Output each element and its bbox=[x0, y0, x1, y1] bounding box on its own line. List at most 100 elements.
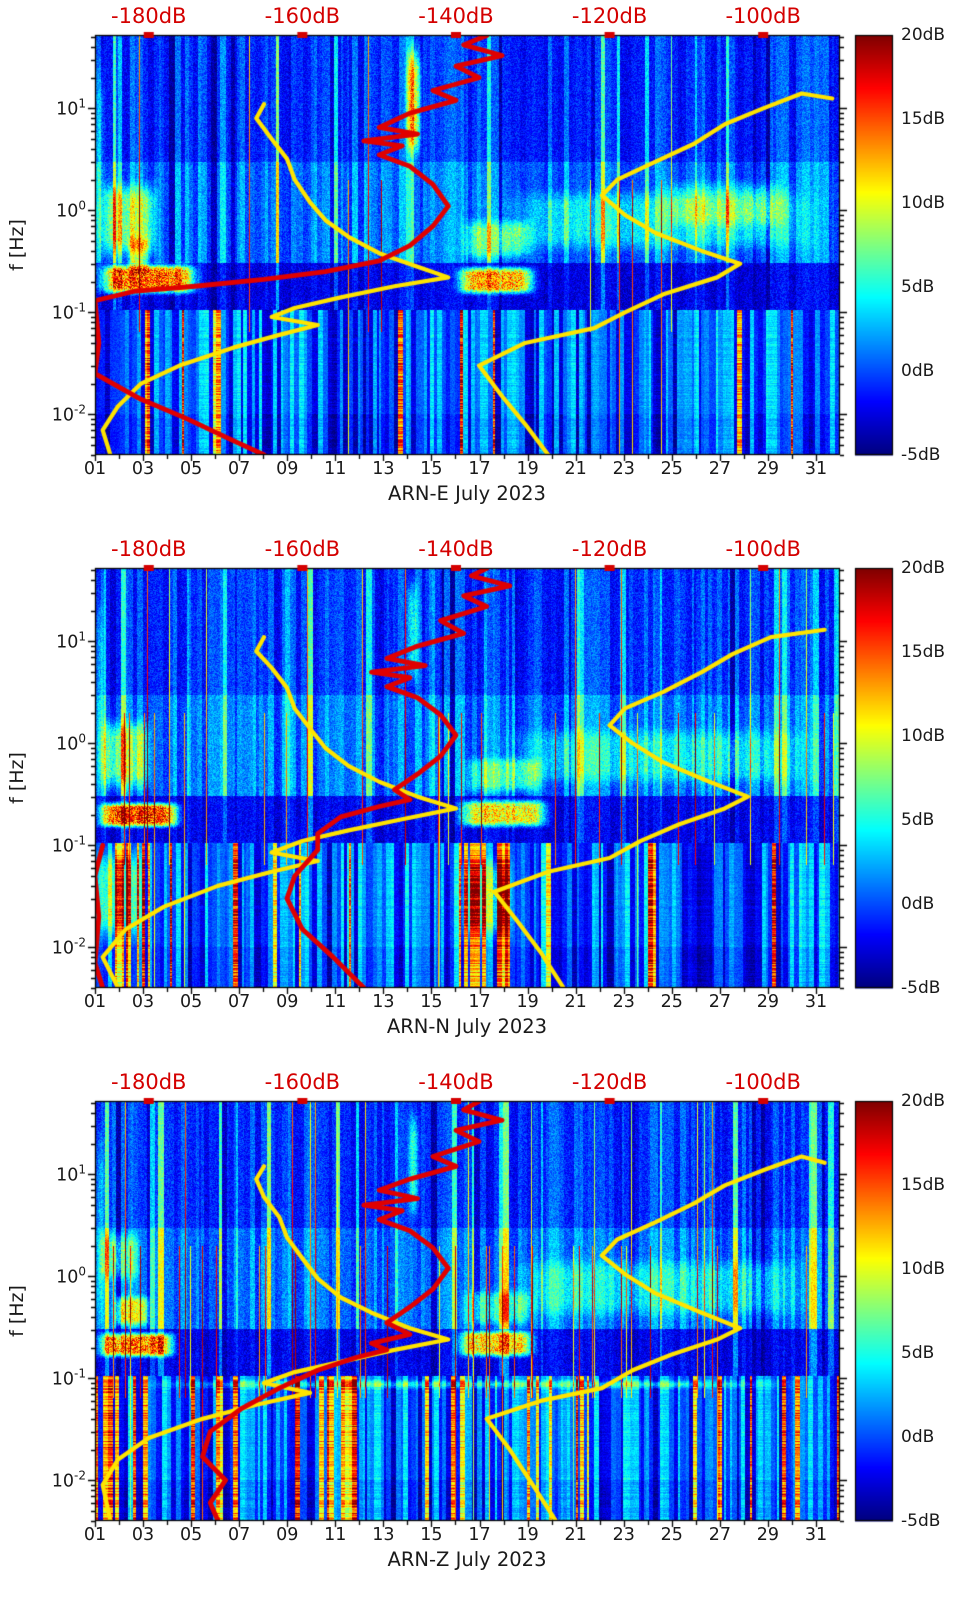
x-tick-label: 21 bbox=[564, 1525, 587, 1545]
x-tick-label: 09 bbox=[276, 459, 299, 479]
x-tick-label: 03 bbox=[131, 1525, 155, 1545]
y-tick-label: 101 bbox=[56, 1162, 86, 1186]
top-axis-db-label: -120dB bbox=[571, 1070, 648, 1094]
y-tick-label: 101 bbox=[56, 629, 86, 653]
x-tick-label: 25 bbox=[660, 459, 683, 479]
top-axis-db-label: -160dB bbox=[264, 1070, 341, 1094]
y-axis-label: f [Hz] bbox=[6, 219, 28, 271]
x-tick-label: 29 bbox=[756, 992, 780, 1012]
colorbar-tick-label: -5dB bbox=[901, 978, 941, 998]
x-tick-label: 07 bbox=[228, 459, 251, 479]
x-tick-label: 31 bbox=[804, 459, 828, 479]
top-axis-db-label: -180dB bbox=[111, 537, 187, 561]
x-tick-label: 11 bbox=[324, 992, 347, 1012]
x-tick-label: 25 bbox=[660, 1525, 683, 1545]
x-tick-label: 01 bbox=[83, 459, 107, 479]
x-tick-label: 17 bbox=[468, 992, 491, 1012]
x-tick-label: 15 bbox=[420, 992, 443, 1012]
x-tick-label: 11 bbox=[324, 1525, 347, 1545]
x-tick-label: 21 bbox=[564, 459, 587, 479]
x-tick-label: 05 bbox=[179, 459, 203, 479]
panel-arn-z: f [Hz] ARN-Z July 2023 -180dB -160dB -140d… bbox=[0, 1066, 962, 1599]
colorbar-tick-label: 0dB bbox=[901, 894, 935, 914]
x-tick-label: 05 bbox=[179, 992, 203, 1012]
top-axis-db-label: -100dB bbox=[725, 1070, 801, 1094]
colorbar-tick-label: 5dB bbox=[901, 277, 935, 297]
x-tick-label: 25 bbox=[660, 992, 683, 1012]
x-tick-label: 07 bbox=[228, 1525, 251, 1545]
top-axis-db-label: -160dB bbox=[264, 4, 341, 28]
y-tick-label: 10-1 bbox=[51, 1366, 86, 1390]
x-tick-label: 19 bbox=[516, 992, 539, 1012]
x-tick-label: 19 bbox=[516, 1525, 539, 1545]
panel-arn-e: f [Hz] ARN-E July 2023 -180dB -160dB -140d… bbox=[0, 0, 962, 533]
x-tick-label: 29 bbox=[756, 1525, 780, 1545]
colorbar-tick-label: 20dB bbox=[901, 25, 946, 45]
x-tick-label: 05 bbox=[179, 1525, 203, 1545]
colorbar-tick-label: 0dB bbox=[901, 1427, 935, 1447]
y-tick-label: 100 bbox=[56, 731, 86, 755]
x-tick-label: 13 bbox=[372, 992, 395, 1012]
x-tick-label: 31 bbox=[804, 1525, 828, 1545]
top-axis-db-label: -140dB bbox=[418, 4, 494, 28]
colorbar-tick-label: 5dB bbox=[901, 1343, 935, 1363]
panel-title-arn-n: ARN-N July 2023 bbox=[386, 1015, 548, 1038]
y-axis-label: f [Hz] bbox=[6, 752, 28, 804]
y-tick-label: 101 bbox=[56, 96, 86, 120]
x-tick-label: 17 bbox=[468, 1525, 491, 1545]
x-tick-label: 19 bbox=[516, 459, 539, 479]
colorbar-tick-label: 10dB bbox=[901, 1259, 946, 1279]
x-tick-label: 23 bbox=[612, 992, 635, 1012]
colorbar-tick-label: -5dB bbox=[901, 1511, 941, 1531]
top-axis-db-label: -100dB bbox=[725, 4, 801, 28]
x-tick-label: 01 bbox=[83, 992, 107, 1012]
spectrogram-arn-e-canvas bbox=[0, 0, 962, 533]
x-tick-label: 13 bbox=[372, 459, 395, 479]
y-tick-label: 10-2 bbox=[51, 1468, 86, 1492]
x-tick-label: 09 bbox=[276, 1525, 299, 1545]
x-tick-label: 07 bbox=[228, 992, 251, 1012]
x-tick-label: 03 bbox=[131, 459, 155, 479]
y-tick-label: 10-2 bbox=[51, 935, 86, 959]
top-axis-db-label: -180dB bbox=[111, 4, 187, 28]
top-axis-db-label: -140dB bbox=[418, 1070, 494, 1094]
x-tick-label: 27 bbox=[708, 1525, 731, 1545]
panel-arn-n: f [Hz] ARN-N July 2023 -180dB -160dB -140d… bbox=[0, 533, 962, 1066]
y-tick-label: 100 bbox=[56, 1264, 86, 1288]
top-axis-db-label: -120dB bbox=[571, 537, 648, 561]
spectrogram-arn-z-canvas bbox=[0, 1066, 962, 1599]
x-tick-label: 29 bbox=[756, 459, 780, 479]
top-axis-db-label: -100dB bbox=[725, 537, 801, 561]
x-tick-label: 31 bbox=[804, 992, 828, 1012]
colorbar-tick-label: 15dB bbox=[901, 1175, 946, 1195]
x-tick-label: 15 bbox=[420, 1525, 443, 1545]
x-tick-label: 11 bbox=[324, 459, 347, 479]
x-tick-label: 17 bbox=[468, 459, 491, 479]
panel-title-arn-e: ARN-E July 2023 bbox=[388, 482, 546, 505]
y-axis-label: f [Hz] bbox=[6, 1285, 28, 1337]
spectrogram-arn-n-canvas bbox=[0, 533, 962, 1066]
colorbar-tick-label: 20dB bbox=[901, 1091, 946, 1111]
top-axis-db-label: -120dB bbox=[571, 4, 648, 28]
colorbar-tick-label: 20dB bbox=[901, 558, 946, 578]
y-tick-label: 10-1 bbox=[51, 300, 86, 324]
colorbar-tick-label: 10dB bbox=[901, 726, 946, 746]
x-tick-label: 15 bbox=[420, 459, 443, 479]
colorbar-tick-label: 10dB bbox=[901, 193, 946, 213]
colorbar-tick-label: 15dB bbox=[901, 109, 946, 129]
x-tick-label: 27 bbox=[708, 459, 731, 479]
y-tick-label: 10-2 bbox=[51, 402, 86, 426]
top-axis-db-label: -160dB bbox=[264, 537, 341, 561]
x-tick-label: 21 bbox=[564, 992, 587, 1012]
top-axis-db-label: -180dB bbox=[111, 1070, 187, 1094]
colorbar-tick-label: 0dB bbox=[901, 361, 935, 381]
y-tick-label: 10-1 bbox=[51, 833, 86, 857]
colorbar-tick-label: 5dB bbox=[901, 810, 935, 830]
y-tick-label: 100 bbox=[56, 198, 86, 222]
x-tick-label: 23 bbox=[612, 1525, 635, 1545]
x-tick-label: 23 bbox=[612, 459, 635, 479]
x-tick-label: 13 bbox=[372, 1525, 395, 1545]
colorbar-tick-label: -5dB bbox=[901, 445, 941, 465]
panel-title-arn-z: ARN-Z July 2023 bbox=[387, 1548, 547, 1571]
